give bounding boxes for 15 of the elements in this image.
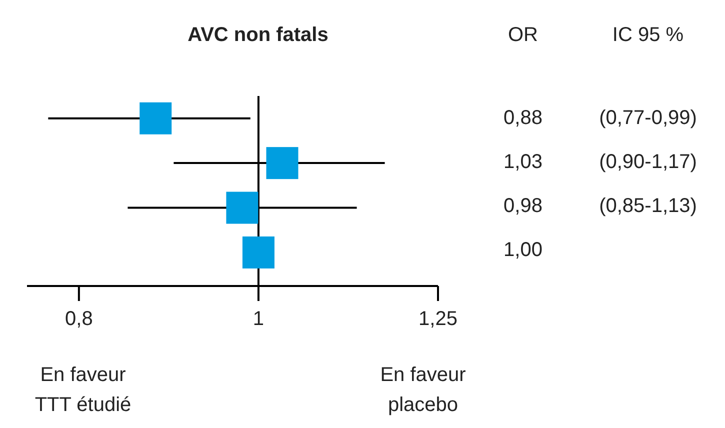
text: (0,85-1,13) (598, 194, 698, 219)
x-tick-label: 1,25 (418, 308, 458, 330)
text: IC 95 % (611, 23, 685, 48)
text: En faveur placebo (379, 363, 467, 418)
data-label: 0,88 (502, 106, 544, 131)
text: (0,90-1,17) (598, 150, 698, 175)
x-tick-label: 1 (252, 308, 264, 330)
chart-title: AVC non fatals (186, 23, 330, 48)
data-label: 1,00 (502, 238, 544, 263)
data-label: 0,98 (502, 194, 544, 219)
text: (0,77-0,99) (598, 106, 698, 131)
text: OR (507, 23, 539, 48)
text: En faveur TTT étudié (34, 363, 132, 418)
data-label: 1,03 (502, 150, 544, 175)
x-tick-label: 0,8 (65, 308, 93, 330)
